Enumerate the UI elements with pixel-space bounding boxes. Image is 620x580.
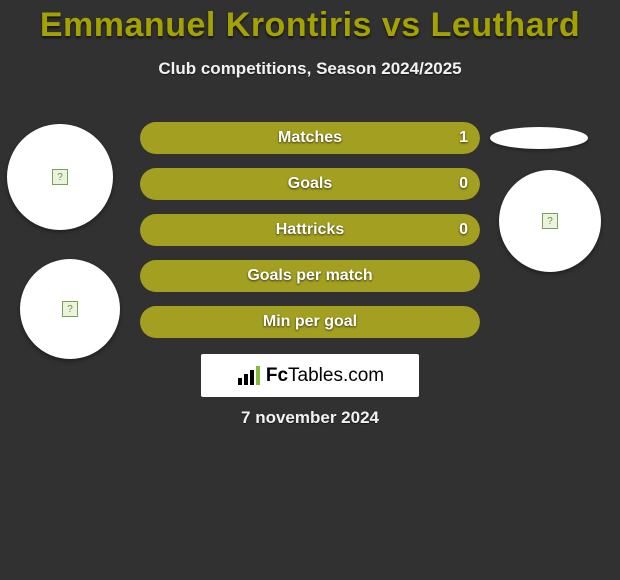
image-placeholder-icon: ? (62, 301, 78, 317)
brand-watermark: FcTables.com (201, 354, 419, 397)
stat-row-label: Goals (140, 168, 480, 200)
stat-row-value-p2: 1 (459, 122, 468, 154)
page-subtitle: Club competitions, Season 2024/2025 (0, 59, 620, 79)
brand-text: FcTables.com (266, 365, 384, 387)
stat-row-label: Min per goal (140, 306, 480, 338)
stat-row: Goals per match (140, 260, 480, 292)
player1-avatar: ? (7, 124, 113, 230)
stat-rows: Matches1Goals0Hattricks0Goals per matchM… (140, 122, 480, 352)
footer-date: 7 november 2024 (0, 408, 620, 428)
stat-row: Matches1 (140, 122, 480, 154)
image-placeholder-icon: ? (52, 169, 68, 185)
stat-row: Goals0 (140, 168, 480, 200)
brand-fc: Fc (266, 365, 288, 386)
brand-tables: Tables.com (288, 365, 384, 386)
player2-flag (490, 127, 588, 149)
stat-row-value-p2: 0 (459, 168, 468, 200)
stat-row-value-p2: 0 (459, 214, 468, 246)
stat-row: Min per goal (140, 306, 480, 338)
stat-row-label: Hattricks (140, 214, 480, 246)
stat-row: Hattricks0 (140, 214, 480, 246)
page-title: Emmanuel Krontiris vs Leuthard (0, 0, 620, 45)
brand-chart-icon (236, 365, 262, 387)
image-placeholder-icon: ? (542, 213, 558, 229)
stat-row-label: Goals per match (140, 260, 480, 292)
player2-avatar: ? (499, 170, 601, 272)
stat-row-label: Matches (140, 122, 480, 154)
player1-club-avatar: ? (20, 259, 120, 359)
